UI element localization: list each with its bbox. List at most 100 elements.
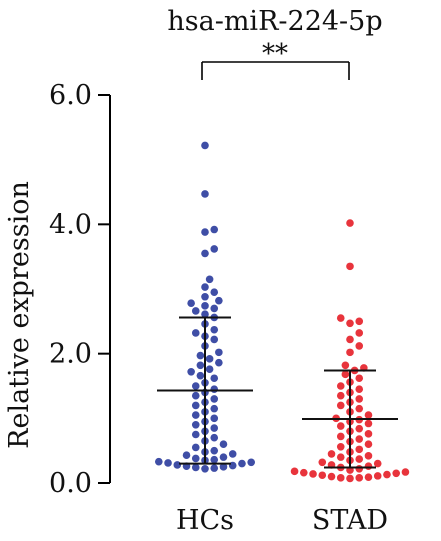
data-point-stad (364, 419, 373, 428)
data-point-hcs (210, 455, 219, 464)
data-point-stad (327, 450, 336, 458)
data-point-hcs (191, 443, 200, 452)
data-point-hcs (210, 464, 219, 472)
data-point-hcs (196, 371, 205, 380)
data-point-stad (355, 474, 364, 482)
y-tick-label: 4.0 (49, 209, 92, 240)
data-point-stad (336, 422, 345, 430)
data-point-stad (336, 391, 345, 400)
data-point-hcs (201, 249, 209, 258)
data-point-hcs (210, 225, 219, 234)
data-point-stad (346, 348, 354, 357)
data-point-hcs (215, 348, 223, 357)
significance-label: ** (262, 39, 288, 69)
data-point-stad (346, 219, 354, 227)
data-point-stad (336, 314, 345, 322)
data-point-stad (392, 469, 401, 478)
data-point-hcs (191, 307, 200, 315)
data-point-stad (336, 401, 345, 410)
significance-bracket: ** (201, 39, 350, 80)
data-point-hcs (219, 440, 228, 449)
x-tick-label-stad: STAD (312, 505, 388, 536)
data-point-stad (290, 467, 299, 476)
data-point-stad (341, 361, 350, 370)
data-point-hcs (187, 299, 195, 308)
y-ticks: 0.0 2.0 4.0 6.0 (49, 80, 110, 499)
data-point-stad (355, 329, 364, 337)
data-point-stad (346, 319, 354, 328)
y-tick-label: 2.0 (49, 339, 92, 370)
data-point-stad (336, 382, 345, 390)
data-point-stad (383, 470, 391, 479)
data-point-stad (300, 468, 308, 477)
data-point-hcs (173, 461, 182, 469)
data-point-hcs (215, 296, 223, 305)
data-point-hcs (210, 446, 219, 455)
data-points (155, 141, 410, 483)
data-point-stad (355, 385, 364, 394)
data-point-stad (336, 442, 345, 451)
data-point-stad (346, 335, 354, 344)
data-point-stad (373, 459, 382, 468)
data-point-stad (355, 342, 364, 350)
data-point-hcs (210, 424, 219, 432)
data-point-stad (355, 404, 364, 413)
data-point-stad (364, 411, 373, 419)
data-point-stad (336, 432, 345, 441)
data-point-stad (341, 370, 350, 379)
data-point-hcs (210, 433, 219, 442)
data-point-hcs (155, 457, 163, 466)
data-point-stad (355, 317, 364, 326)
data-point-hcs (210, 414, 219, 423)
y-tick-label: 0.0 (49, 468, 92, 499)
data-point-stad (355, 455, 364, 463)
data-point-stad (309, 470, 317, 478)
data-point-stad (355, 464, 364, 473)
data-point-hcs (196, 351, 205, 360)
data-point-stad (355, 435, 364, 443)
x-axis: HCs STAD (176, 505, 388, 536)
x-tick-label-hcs: HCs (176, 505, 234, 536)
data-point-stad (355, 395, 364, 403)
data-point-hcs (201, 464, 209, 473)
y-axis-label: Relative expression (4, 181, 35, 449)
data-point-hcs (210, 404, 219, 413)
data-point-hcs (247, 458, 255, 467)
data-point-hcs (210, 304, 219, 313)
data-point-stad (401, 468, 410, 476)
data-point-stad (355, 445, 364, 454)
data-point-hcs (191, 463, 200, 472)
data-point-hcs (187, 367, 195, 376)
chart-title: hsa-miR-224-5p (167, 6, 382, 37)
data-point-hcs (191, 411, 200, 419)
y-tick-label: 6.0 (49, 80, 92, 111)
data-point-hcs (201, 302, 209, 310)
data-point-hcs (201, 228, 209, 236)
data-point-hcs (191, 430, 200, 439)
data-point-hcs (210, 385, 219, 394)
data-point-hcs (219, 463, 228, 471)
data-point-stad (364, 430, 373, 438)
data-point-hcs (191, 421, 200, 429)
data-point-stad (364, 440, 373, 449)
data-point-hcs (205, 365, 214, 373)
data-point-hcs (191, 454, 200, 463)
data-point-stad (346, 474, 354, 483)
data-point-stad (373, 472, 382, 480)
data-point-hcs (191, 401, 200, 410)
data-point-hcs (205, 275, 214, 284)
data-point-hcs (201, 283, 209, 291)
error-bars (157, 316, 398, 469)
data-point-hcs (201, 310, 209, 319)
data-point-hcs (205, 355, 214, 363)
data-point-stad (346, 262, 354, 271)
data-point-hcs (215, 358, 223, 367)
data-point-stad (355, 374, 364, 383)
data-point-hcs (191, 329, 200, 337)
data-point-hcs (210, 395, 219, 403)
data-point-hcs (210, 374, 219, 383)
data-point-hcs (191, 382, 200, 390)
data-point-stad (364, 452, 373, 460)
data-point-stad (318, 458, 327, 467)
